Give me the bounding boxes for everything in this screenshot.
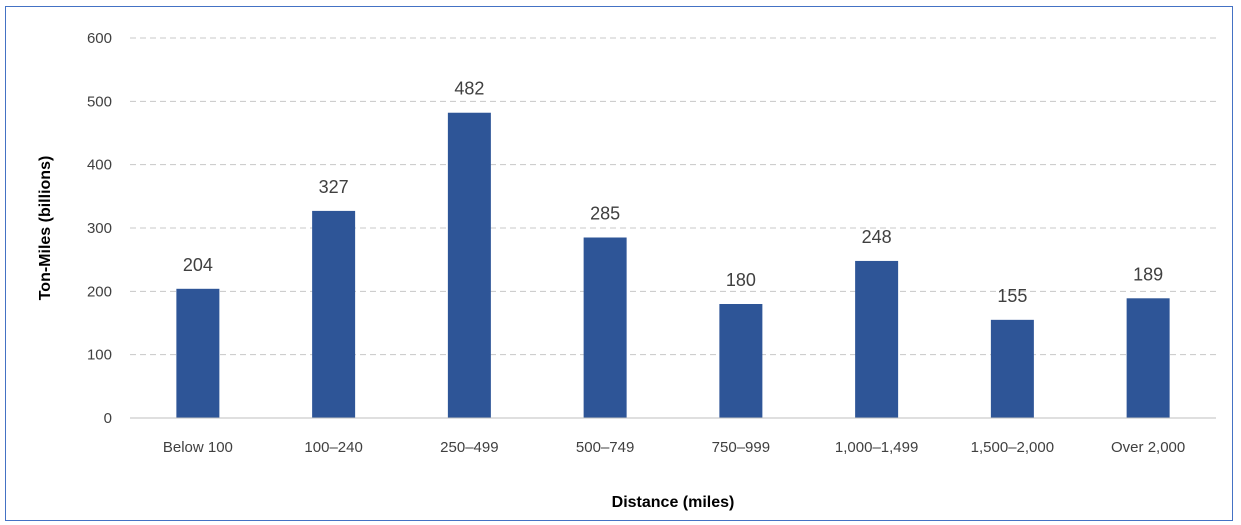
y-tick-label: 0 xyxy=(104,410,112,427)
bar xyxy=(1126,298,1170,418)
x-tick-label: 500–749 xyxy=(576,439,634,456)
bar xyxy=(176,288,220,418)
x-tick-label: Below 100 xyxy=(163,439,233,456)
x-axis-ticks: Below 100 100–240 250–499 500–749 750–999 1,0… xyxy=(163,439,1185,456)
data-labels: 204 327 482 285 180 248 155 189 xyxy=(183,79,1163,306)
data-label: 327 xyxy=(319,177,349,197)
data-label: 248 xyxy=(862,227,892,247)
x-axis-title: Distance (miles) xyxy=(612,494,735,511)
y-tick-label: 500 xyxy=(87,93,112,110)
x-tick-label: 250–499 xyxy=(440,439,498,456)
y-tick-label: 600 xyxy=(87,30,112,47)
bar xyxy=(990,319,1034,418)
bar xyxy=(312,210,356,418)
y-axis-title: Ton-Miles (billions) xyxy=(37,156,54,301)
y-axis-ticks: 0 100 200 300 400 500 600 xyxy=(87,30,112,427)
data-label: 204 xyxy=(183,255,213,275)
x-tick-label: 1,000–1,499 xyxy=(835,439,918,456)
x-tick-label: 100–240 xyxy=(304,439,362,456)
y-tick-label: 100 xyxy=(87,347,112,364)
data-label: 189 xyxy=(1133,264,1163,284)
data-label: 180 xyxy=(726,270,756,290)
x-tick-label: 750–999 xyxy=(712,439,770,456)
y-tick-label: 200 xyxy=(87,283,112,300)
x-tick-label: 1,500–2,000 xyxy=(971,439,1054,456)
x-tick-label: Over 2,000 xyxy=(1111,439,1185,456)
bars xyxy=(176,112,1170,418)
gridlines xyxy=(130,37,1216,356)
data-label: 285 xyxy=(590,204,620,224)
bar xyxy=(855,260,899,418)
bar xyxy=(719,304,763,418)
bar xyxy=(583,237,627,418)
data-label: 482 xyxy=(454,79,484,99)
y-tick-label: 300 xyxy=(87,220,112,237)
y-tick-label: 400 xyxy=(87,157,112,174)
data-label: 155 xyxy=(997,286,1027,306)
bar xyxy=(447,112,491,418)
